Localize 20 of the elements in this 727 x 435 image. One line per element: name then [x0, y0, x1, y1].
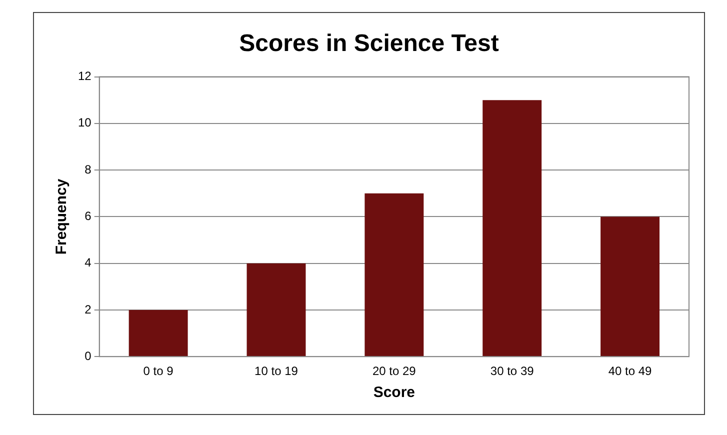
- y-tick-label: 8: [84, 162, 92, 176]
- x-tick-label: 40 to 49: [608, 364, 652, 378]
- bar: [482, 100, 542, 356]
- y-tick-label: 4: [84, 256, 92, 270]
- x-axis-title: Score: [373, 384, 416, 402]
- x-tick-label: 10 to 19: [254, 364, 298, 378]
- y-axis-title: Frequency: [53, 178, 70, 255]
- y-tick-label: 0: [84, 348, 92, 363]
- y-tick-label: 2: [84, 302, 92, 316]
- bar: [246, 263, 306, 356]
- bar: [364, 193, 424, 356]
- bar: [128, 310, 188, 356]
- x-tick-label: 20 to 29: [372, 364, 416, 378]
- bar: [600, 216, 660, 356]
- x-tick-label: 0 to 9: [143, 364, 174, 378]
- y-tick-label: 10: [78, 116, 92, 130]
- y-tick-label: 6: [84, 209, 92, 224]
- x-tick-label: 30 to 39: [490, 364, 534, 378]
- y-tick-label: 12: [78, 69, 92, 84]
- chart-title: Scores in Science Test: [239, 30, 499, 58]
